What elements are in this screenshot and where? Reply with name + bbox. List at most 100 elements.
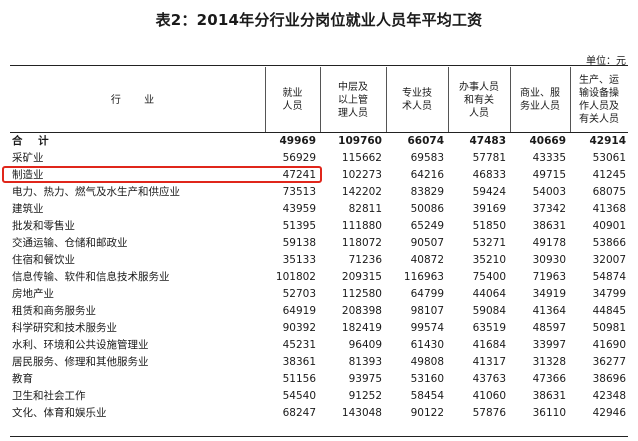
table-row: 交通运输、仓储和邮政业 59138 118072 90507 53271 49178 538…	[10, 235, 628, 252]
table-title: 表2：2014年分行业分岗位就业人员年平均工资	[155, 11, 483, 29]
table-row: 文化、体育和娱乐业 68247 143048 90122 57876 36110 42946	[10, 405, 628, 422]
wage-value: 49715	[532, 169, 566, 181]
table-row: 科学研究和技术服务业 90392 182419 99574 63519 48597 5098…	[10, 320, 628, 337]
wage-value: 182419	[341, 322, 382, 334]
table-row: 电力、热力、燃气及水生产和供应业 73513 142202 83829 59424 540…	[10, 184, 628, 201]
table-header: 行 业 就业 人员 中层及 以上管 理人员 专业技 术人员 办事人员 和有关 人…	[10, 67, 628, 133]
header-industry: 行 业	[110, 94, 165, 106]
wage-value: 143048	[341, 407, 382, 419]
wage-value: 63519	[472, 322, 506, 334]
industry-name: 采矿业	[12, 152, 44, 164]
wage-value: 45231	[282, 339, 316, 351]
wage-value: 209315	[341, 271, 382, 283]
header-divider	[386, 67, 387, 133]
wage-value: 47366	[532, 373, 566, 385]
wage-value: 96409	[348, 339, 382, 351]
wage-value: 51156	[282, 373, 316, 385]
wage-value: 90507	[410, 237, 444, 249]
wage-value: 65249	[410, 220, 444, 232]
wage-value: 47241	[282, 169, 316, 181]
header-managers: 中层及 以上管 理人员	[338, 81, 368, 119]
wage-value: 30930	[532, 254, 566, 266]
wage-value: 38696	[592, 373, 626, 385]
wage-value: 43959	[282, 203, 316, 215]
table-row: 教育 51156 93975 53160 43763 47366 38696	[10, 371, 628, 388]
wage-value: 33997	[532, 339, 566, 351]
industry-name: 建筑业	[12, 203, 44, 215]
wage-value: 54874	[592, 271, 626, 283]
wage-value: 44845	[592, 305, 626, 317]
wage-value: 99574	[410, 322, 444, 334]
wage-value: 66074	[407, 135, 444, 147]
wage-value: 82811	[348, 203, 382, 215]
wage-value: 59424	[472, 186, 506, 198]
wage-value: 73513	[282, 186, 316, 198]
wage-value: 49178	[532, 237, 566, 249]
wage-value: 36277	[592, 356, 626, 368]
wage-value: 52703	[282, 288, 316, 300]
header-production: 生产、运 输设备操 作人员及 有关人员	[579, 75, 619, 125]
wage-value: 41368	[592, 203, 626, 215]
table-body: 合 计 49969 109760 66074 47483 40669 42914 采矿业 569…	[10, 133, 628, 422]
wage-value: 81393	[348, 356, 382, 368]
table-row: 房地产业 52703 112580 64799 44064 34919 34799	[10, 286, 628, 303]
wage-value: 51395	[282, 220, 316, 232]
wage-value: 71236	[348, 254, 382, 266]
wage-value: 41245	[592, 169, 626, 181]
industry-name: 住宿和餐饮业	[12, 254, 75, 266]
wage-value: 51850	[472, 220, 506, 232]
industry-name: 信息传输、软件和信息技术服务业	[12, 271, 170, 283]
industry-name: 教育	[12, 373, 33, 385]
wage-value: 68247	[282, 407, 316, 419]
wage-value: 109760	[338, 135, 382, 147]
wage-value: 40901	[592, 220, 626, 232]
wage-value: 142202	[341, 186, 382, 198]
header-divider	[448, 67, 449, 133]
wage-value: 83829	[410, 186, 444, 198]
wage-value: 53061	[592, 152, 626, 164]
table-row: 批发和零售业 51395 111880 65249 51850 38631 40901	[10, 218, 628, 235]
wage-value: 90122	[410, 407, 444, 419]
table-row: 采矿业 56929 115662 69583 57781 43335 53061	[10, 150, 628, 167]
header-service: 商业、服 务业人员	[520, 88, 560, 112]
wage-value: 64919	[282, 305, 316, 317]
header-divider	[510, 67, 511, 133]
highlight-box	[2, 166, 322, 183]
header-divider	[320, 67, 321, 133]
wage-value: 43763	[472, 373, 506, 385]
wage-value: 53866	[592, 237, 626, 249]
wage-value: 44064	[472, 288, 506, 300]
wage-value: 56929	[282, 152, 316, 164]
unit-label: 单位：元	[586, 56, 626, 67]
wage-value: 39169	[472, 203, 506, 215]
wage-value: 98107	[410, 305, 444, 317]
wage-value: 43335	[532, 152, 566, 164]
industry-name: 文化、体育和娱乐业	[12, 407, 107, 419]
wage-value: 38631	[532, 220, 566, 232]
header-divider	[265, 67, 266, 133]
wage-value: 115662	[341, 152, 382, 164]
wage-value: 41690	[592, 339, 626, 351]
wage-value: 61430	[410, 339, 444, 351]
table-row: 水利、环境和公共设施管理业 45231 96409 61430 41684 33997 41…	[10, 337, 628, 354]
industry-name: 制造业	[12, 169, 44, 181]
wage-value: 49969	[279, 135, 316, 147]
wage-value: 57781	[472, 152, 506, 164]
wage-value: 54003	[532, 186, 566, 198]
wage-value: 53160	[410, 373, 444, 385]
industry-name: 交通运输、仓储和邮政业	[12, 237, 128, 249]
table-row: 卫生和社会工作 54540 91252 58454 41060 38631 42348	[10, 388, 628, 405]
wage-value: 48597	[532, 322, 566, 334]
industry-name: 电力、热力、燃气及水生产和供应业	[12, 186, 180, 198]
industry-name: 批发和零售业	[12, 220, 75, 232]
wage-value: 59138	[282, 237, 316, 249]
wage-value: 90392	[282, 322, 316, 334]
wage-value: 59084	[472, 305, 506, 317]
wage-value: 34919	[532, 288, 566, 300]
wage-value: 41684	[472, 339, 506, 351]
wage-value: 49808	[410, 356, 444, 368]
industry-name: 科学研究和技术服务业	[12, 322, 117, 334]
wage-value: 68075	[592, 186, 626, 198]
wage-value: 102273	[341, 169, 382, 181]
wage-value: 41364	[532, 305, 566, 317]
